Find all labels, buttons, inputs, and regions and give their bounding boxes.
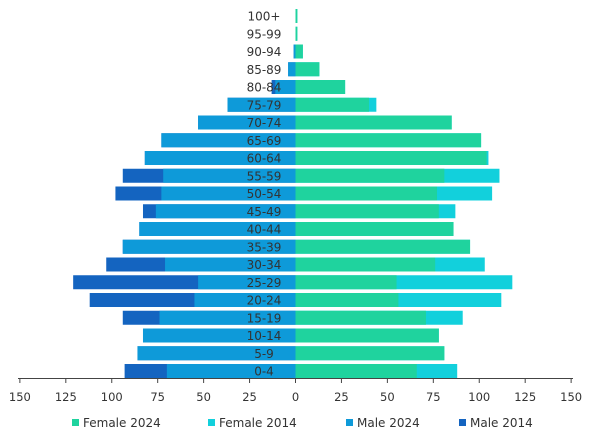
x-tick-label-125: 125	[514, 390, 536, 404]
bar-female-2024-40-44	[295, 222, 454, 236]
age-label-35-39: 35-39	[247, 240, 282, 254]
bar-female-2024-60-64	[295, 151, 487, 165]
legend[interactable]: Female 2024 Female 2014 Male 2024 Male 2014	[72, 416, 533, 430]
age-label-60-64: 60-64	[247, 152, 282, 166]
x-tick-label--25: 25	[242, 390, 257, 404]
legend-label-female-2024: Female 2024	[83, 416, 161, 430]
bar-male-2024-20-24	[194, 293, 296, 307]
bar-female-2024-5-9	[295, 346, 445, 361]
age-label-25-29: 25-29	[247, 276, 282, 290]
bar-female-2024-100+	[295, 9, 298, 23]
bar-male-2024-15-19	[159, 310, 296, 325]
bar-female-2024-80-84	[295, 80, 346, 94]
x-tick-label-150: 150	[560, 390, 582, 404]
legend-swatch-female-2014	[208, 419, 215, 426]
age-label-40-44: 40-44	[247, 223, 282, 237]
age-label-85-89: 85-89	[247, 63, 282, 77]
age-label-55-59: 55-59	[247, 169, 282, 183]
bar-male-2024-35-39	[122, 239, 296, 254]
age-label-65-69: 65-69	[247, 134, 282, 148]
x-tick-label--75: 75	[150, 390, 165, 404]
age-label-70-74: 70-74	[247, 116, 282, 130]
bar-female-2024-10-14	[295, 328, 439, 343]
bar-female-2024-70-74	[295, 115, 452, 130]
bar-female-2024-90-94	[295, 44, 303, 59]
bar-male-2024-80-84	[275, 80, 296, 94]
age-label-90-94: 90-94	[247, 45, 282, 59]
age-label-80-84: 80-84	[247, 81, 282, 95]
age-label-100+: 100+	[248, 10, 281, 24]
bar-male-2024-30-34	[165, 257, 296, 272]
bar-male-2024-50-54	[161, 186, 296, 201]
x-tick-label-25: 25	[334, 390, 349, 404]
bar-male-2024-10-14	[142, 328, 296, 343]
x-tick-label-50: 50	[380, 390, 395, 404]
bar-male-2024-60-64	[144, 151, 296, 165]
legend-label-male-2024: Male 2024	[357, 416, 420, 430]
x-tick-label-75: 75	[426, 390, 441, 404]
bar-male-2024-25-29	[198, 275, 296, 290]
age-label-10-14: 10-14	[247, 329, 282, 343]
age-label-15-19: 15-19	[247, 311, 282, 325]
bar-male-2024-45-49	[155, 204, 296, 219]
bar-male-2024-70-74	[198, 115, 296, 130]
bar-female-2024-55-59	[295, 168, 445, 183]
legend-swatch-female-2024	[72, 419, 79, 426]
x-tick-label--125: 125	[55, 390, 77, 404]
bar-female-2024-15-19	[295, 310, 426, 325]
age-label-0-4: 0-4	[254, 365, 274, 379]
bar-male-2024-55-59	[163, 168, 296, 183]
bar-female-2024-45-49	[295, 204, 439, 219]
bar-female-2024-30-34	[295, 257, 436, 272]
age-label-75-79: 75-79	[247, 98, 282, 112]
bar-male-2024-0-4	[166, 364, 296, 378]
bar-female-2024-85-89	[295, 62, 320, 77]
bar-female-2024-95-99	[295, 26, 298, 41]
x-ticks-group: 150 125 100 75 50 25 0 25 50 75 100 125 150	[9, 378, 582, 404]
x-tick-label-100: 100	[468, 390, 490, 404]
bar-male-2024-40-44	[139, 222, 296, 236]
age-label-50-54: 50-54	[247, 187, 282, 201]
bar-male-2024-75-79	[227, 97, 296, 112]
age-label-5-9: 5-9	[254, 347, 274, 361]
legend-label-female-2014: Female 2014	[219, 416, 297, 430]
bar-male-2024-85-89	[288, 62, 296, 77]
bar-male-2024-5-9	[137, 346, 296, 361]
legend-label-male-2014: Male 2014	[470, 416, 533, 430]
age-label-20-24: 20-24	[247, 294, 282, 308]
x-tick-label--100: 100	[101, 390, 123, 404]
bar-female-2024-20-24	[295, 293, 399, 307]
bar-female-2024-50-54	[295, 186, 437, 201]
bar-female-2024-65-69	[295, 133, 482, 148]
bars-group	[73, 9, 513, 378]
bar-male-2024-65-69	[161, 133, 296, 148]
legend-swatch-male-2014	[459, 419, 466, 426]
bar-female-2024-35-39	[295, 239, 471, 254]
legend-swatch-male-2024	[346, 419, 353, 426]
bar-female-2024-0-4	[295, 364, 417, 378]
bar-female-2024-25-29	[295, 275, 397, 290]
x-tick-label-0: 0	[292, 390, 299, 404]
age-labels-group: 0-4 5-9 10-14 15-19 20-24 25-29 30-34 35-39 40-4…	[247, 10, 282, 379]
bar-male-2024-90-94	[293, 44, 296, 59]
bar-female-2024-75-79	[295, 97, 369, 112]
x-tick-label--150: 150	[9, 390, 31, 404]
age-label-30-34: 30-34	[247, 258, 282, 272]
x-tick-label--50: 50	[196, 390, 211, 404]
age-label-95-99: 95-99	[247, 27, 282, 41]
age-label-45-49: 45-49	[247, 205, 282, 219]
